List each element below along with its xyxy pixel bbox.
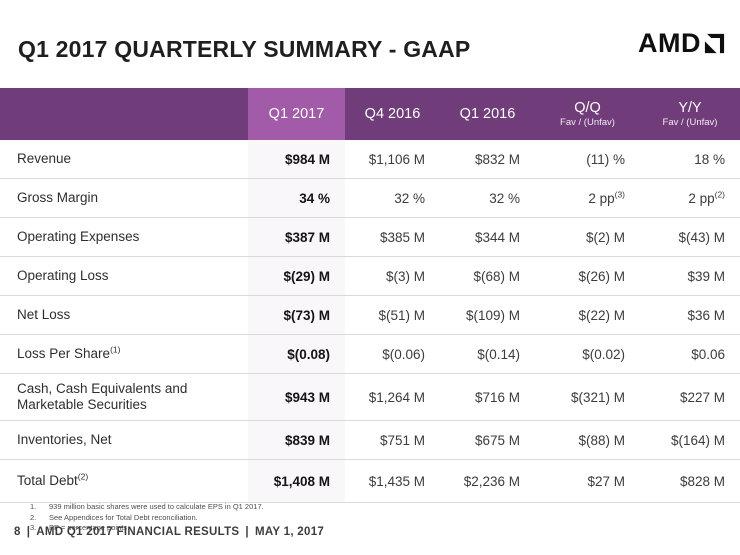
cell-q1-2016: $716 M bbox=[440, 373, 535, 421]
row-label: Inventories, Net bbox=[0, 420, 248, 460]
cell-qq: $(2) M bbox=[535, 217, 640, 257]
cell-qq: $(0.02) bbox=[535, 334, 640, 374]
cell-q1-2016: $(0.14) bbox=[440, 334, 535, 374]
row-label: Total Debt(2) bbox=[0, 459, 248, 503]
cell-yy: $39 M bbox=[640, 256, 740, 296]
cell-q4-2016: 32 % bbox=[345, 178, 440, 218]
cell-qq: $(26) M bbox=[535, 256, 640, 296]
cell-qq: $(321) M bbox=[535, 373, 640, 421]
footnotes: 1. 939 million basic shares were used to… bbox=[30, 502, 264, 534]
cell-q4-2016: $(3) M bbox=[345, 256, 440, 296]
amd-arrow-icon bbox=[703, 32, 726, 55]
cell-q1-2016: $832 M bbox=[440, 140, 535, 179]
footnote-text: 939 million basic shares were used to ca… bbox=[49, 502, 264, 511]
cell-q1-2017: $(29) M bbox=[248, 256, 345, 296]
table-header-row: Q1 2017 Q4 2016 Q1 2016 Q/Q Fav / (Unfav)… bbox=[0, 88, 740, 140]
table-row-net-loss: Net Loss $(73) M $(51) M $(109) M $(22) … bbox=[0, 295, 740, 335]
row-label: Operating Loss bbox=[0, 256, 248, 296]
slide-footer: 8 | AMD Q1 2017 FINANCIAL RESULTS | MAY 1, 2… bbox=[14, 526, 324, 538]
row-label: Operating Expenses bbox=[0, 217, 248, 257]
col-header-qq: Q/Q Fav / (Unfav) bbox=[535, 88, 640, 140]
page-number: 8 bbox=[14, 526, 21, 538]
cell-q1-2017: $943 M bbox=[248, 373, 345, 421]
table-row-operating-expenses: Operating Expenses $387 M $385 M $344 M … bbox=[0, 217, 740, 257]
cell-qq: $(22) M bbox=[535, 295, 640, 335]
cell-q4-2016: $751 M bbox=[345, 420, 440, 460]
cell-yy: $227 M bbox=[640, 373, 740, 421]
footnote-number: 2. bbox=[30, 512, 37, 522]
row-label: Loss Per Share(1) bbox=[0, 334, 248, 374]
cell-q1-2016: $344 M bbox=[440, 217, 535, 257]
footnote-3: 3. PP = percentage points bbox=[30, 523, 264, 534]
cell-q4-2016: $(51) M bbox=[345, 295, 440, 335]
cell-q1-2017: $1,408 M bbox=[248, 459, 345, 503]
footnote-text: PP = percentage points bbox=[49, 523, 128, 532]
col-header-q1-2017: Q1 2017 bbox=[248, 88, 345, 140]
footer-date: MAY 1, 2017 bbox=[254, 526, 325, 538]
row-label: Revenue bbox=[0, 140, 248, 179]
cell-q1-2017: 34 % bbox=[248, 178, 345, 218]
row-label: Net Loss bbox=[0, 295, 248, 335]
cell-q4-2016: $385 M bbox=[345, 217, 440, 257]
footer-deck-title: AMD Q1 2017 FINANCIAL RESULTS bbox=[36, 526, 240, 538]
cell-q4-2016: $(0.06) bbox=[345, 334, 440, 374]
cell-qq: $(88) M bbox=[535, 420, 640, 460]
cell-q1-2016: 32 % bbox=[440, 178, 535, 218]
cell-qq: 2 pp(3) bbox=[535, 178, 640, 218]
col-header-q4-2016: Q4 2016 bbox=[345, 88, 440, 140]
table-row-inventories: Inventories, Net $839 M $751 M $675 M $(… bbox=[0, 420, 740, 460]
cell-yy: $828 M bbox=[640, 459, 740, 503]
cell-q1-2016: $(109) M bbox=[440, 295, 535, 335]
footnote-2: 2. See Appendices for Total Debt reconci… bbox=[30, 513, 264, 524]
table-row-revenue: Revenue $984 M $1,106 M $832 M (11) % 18… bbox=[0, 140, 740, 179]
col-header-metric bbox=[0, 88, 248, 140]
footnote-number: 3. bbox=[30, 523, 37, 532]
cell-qq: $27 M bbox=[535, 459, 640, 503]
cell-q1-2017: $(73) M bbox=[248, 295, 345, 335]
amd-logo: AMD bbox=[638, 30, 726, 57]
footer-separator: | bbox=[26, 526, 31, 538]
table-row-operating-loss: Operating Loss $(29) M $(3) M $(68) M $(… bbox=[0, 256, 740, 296]
amd-logo-text: AMD bbox=[638, 28, 701, 58]
cell-q1-2017: $(0.08) bbox=[248, 334, 345, 374]
cell-yy: $0.06 bbox=[640, 334, 740, 374]
cell-q4-2016: $1,264 M bbox=[345, 373, 440, 421]
cell-q1-2016: $(68) M bbox=[440, 256, 535, 296]
cell-yy: 18 % bbox=[640, 140, 740, 179]
footnote-number: 1. bbox=[30, 502, 37, 511]
cell-qq: (11) % bbox=[535, 140, 640, 179]
table-row-cash: Cash, Cash Equivalents and Marketable Se… bbox=[0, 373, 740, 421]
table-row-loss-per-share: Loss Per Share(1) $(0.08) $(0.06) $(0.14… bbox=[0, 334, 740, 374]
row-label: Cash, Cash Equivalents and Marketable Se… bbox=[0, 373, 248, 421]
cell-q1-2017: $984 M bbox=[248, 140, 345, 179]
financial-summary-table: Q1 2017 Q4 2016 Q1 2016 Q/Q Fav / (Unfav)… bbox=[0, 88, 740, 503]
footnote-text: See Appendices for Total Debt reconcilia… bbox=[49, 512, 198, 522]
cell-q4-2016: $1,435 M bbox=[345, 459, 440, 503]
col-header-q1-2016: Q1 2016 bbox=[440, 88, 535, 140]
table-row-gross-margin: Gross Margin 34 % 32 % 32 % 2 pp(3) 2 pp… bbox=[0, 178, 740, 218]
cell-q4-2016: $1,106 M bbox=[345, 140, 440, 179]
cell-yy: 2 pp(2) bbox=[640, 178, 740, 218]
cell-q1-2017: $839 M bbox=[248, 420, 345, 460]
table-row-total-debt: Total Debt(2) $1,408 M $1,435 M $2,236 M… bbox=[0, 459, 740, 503]
page-title: Q1 2017 QUARTERLY SUMMARY - GAAP bbox=[18, 36, 471, 62]
cell-yy: $36 M bbox=[640, 295, 740, 335]
footnote-1: 1. 939 million basic shares were used to… bbox=[30, 502, 264, 513]
cell-q1-2016: $2,236 M bbox=[440, 459, 535, 503]
cell-q1-2017: $387 M bbox=[248, 217, 345, 257]
cell-yy: $(164) M bbox=[640, 420, 740, 460]
row-label: Gross Margin bbox=[0, 178, 248, 218]
cell-q1-2016: $675 M bbox=[440, 420, 535, 460]
col-header-yy: Y/Y Fav / (Unfav) bbox=[640, 88, 740, 140]
cell-yy: $(43) M bbox=[640, 217, 740, 257]
footer-separator: | bbox=[245, 526, 249, 538]
